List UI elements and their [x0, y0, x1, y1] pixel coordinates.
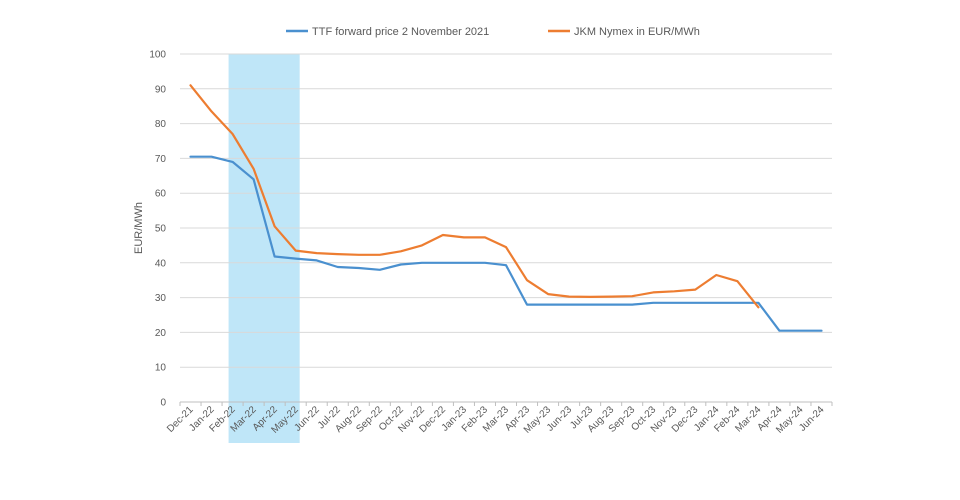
y-tick-label: 80 — [155, 119, 167, 130]
y-tick-label: 90 — [155, 84, 167, 95]
y-tick-label: 10 — [155, 363, 167, 374]
y-tick-label: 60 — [155, 189, 167, 200]
y-tick-label: 0 — [160, 398, 166, 409]
y-tick-label: 20 — [155, 328, 167, 339]
y-tick-label: 30 — [155, 293, 167, 304]
legend-label: TTF forward price 2 November 2021 — [312, 26, 489, 38]
series-line-1 — [189, 155, 823, 332]
highlight-band-layer — [228, 54, 300, 443]
y-tick-label: 70 — [155, 154, 167, 165]
y-tick-label: 50 — [155, 224, 167, 235]
legend: TTF forward price 2 November 2021 JKM Nym… — [286, 26, 700, 38]
series-lines — [189, 84, 823, 332]
gridlines — [180, 53, 832, 368]
highlight-band — [228, 54, 300, 443]
y-axis-title: EUR/MWh — [133, 202, 145, 254]
y-tick-label: 100 — [149, 50, 166, 61]
y-tick-label: 40 — [155, 258, 167, 269]
series-line-2 — [189, 84, 760, 309]
legend-label: JKM Nymex in EUR/MWh — [574, 26, 700, 38]
